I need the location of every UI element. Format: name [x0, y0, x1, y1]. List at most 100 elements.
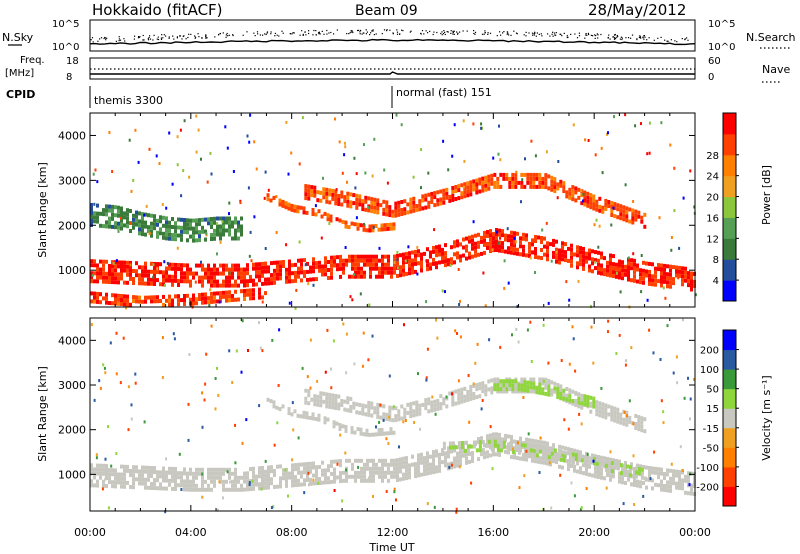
velocity-cell [424, 402, 428, 407]
power-cell [403, 207, 407, 212]
power-echo [447, 168, 450, 172]
velocity-cell [222, 471, 225, 476]
power-cell [330, 271, 333, 276]
velocity-cell [460, 399, 464, 404]
power-cell [165, 266, 168, 271]
nsearch-point [560, 33, 562, 35]
power-cell [252, 288, 255, 293]
power-cell [483, 238, 486, 243]
power-cell [619, 204, 623, 209]
power-cell [117, 260, 120, 265]
velocity-cell [111, 484, 114, 489]
velocity-cell [505, 387, 509, 392]
power-cell [386, 226, 390, 231]
velocity-cell [490, 443, 494, 448]
velocity-cell [132, 469, 135, 474]
velocity-cell [529, 381, 533, 386]
velocity-cell [577, 453, 581, 458]
velocity-cell [384, 470, 387, 475]
velocity-cell [117, 472, 120, 477]
velocity-cell [609, 461, 612, 466]
nsearch-point [351, 30, 354, 32]
power-echo [457, 268, 460, 271]
velocity-ylabel: Slant Range [km] [36, 366, 49, 462]
power-cell [537, 235, 540, 240]
velocity-cell [505, 445, 509, 450]
nsearch-point [676, 41, 678, 43]
power-cell [207, 221, 210, 226]
velocity-cell [438, 468, 441, 473]
velocity-cell [613, 414, 617, 419]
velocity-cell [240, 487, 243, 492]
power-cell [171, 282, 174, 287]
velocity-cell [426, 463, 429, 468]
power-cell [528, 241, 531, 246]
power-cell [234, 297, 237, 302]
power-cell [192, 301, 195, 306]
freq-left-tick-bottom: 8 [66, 72, 72, 83]
velocity-cell [619, 471, 623, 476]
colorbar-segment [723, 369, 736, 390]
station-title: Hokkaido (fitACF) [92, 1, 223, 19]
power-echo [200, 260, 202, 264]
power-cell [634, 217, 638, 222]
power-cell [636, 263, 639, 268]
power-cell [198, 218, 201, 223]
velocity-cell [267, 469, 270, 474]
power-echo [472, 220, 475, 224]
velocity-cell [108, 472, 111, 477]
velocity-cell [183, 479, 186, 484]
power-cell [387, 266, 390, 271]
power-cell [435, 245, 438, 250]
velocity-cell [616, 415, 620, 420]
velocity-echo [550, 506, 553, 510]
velocity-cell [352, 405, 356, 410]
velocity-echo [457, 379, 460, 383]
power-cell [414, 257, 417, 262]
velocity-echo [292, 428, 295, 432]
power-cell [386, 222, 390, 227]
power-cell [432, 249, 435, 254]
power-echo [513, 242, 516, 246]
velocity-cell [282, 476, 285, 481]
velocity-cell [375, 470, 378, 475]
nsearch-point [348, 33, 350, 35]
y-tick-label: 2000 [58, 424, 86, 437]
power-cell [507, 246, 510, 251]
velocity-cell [495, 452, 498, 457]
power-cell [350, 221, 354, 226]
power-cell [510, 238, 513, 243]
nsearch-point [262, 34, 264, 36]
power-cell [381, 270, 384, 275]
nsearch-point [359, 33, 361, 35]
power-echo [253, 140, 256, 144]
power-cell [108, 272, 111, 276]
power-cell [310, 185, 314, 190]
power-cell [252, 266, 255, 271]
velocity-cell [508, 387, 512, 392]
nsearch-point [265, 33, 267, 36]
power-cell [129, 264, 132, 269]
velocity-cell [141, 481, 144, 486]
velocity-echo [547, 361, 550, 365]
power-echo [221, 220, 224, 224]
power-cell [204, 229, 207, 234]
velocity-cell [360, 466, 363, 471]
power-cell [616, 207, 620, 212]
power-cell [234, 220, 237, 225]
power-cell [408, 263, 411, 268]
velocity-cell [303, 470, 306, 475]
nsearch-point [281, 30, 283, 32]
colorbar-tick-label: 50 [706, 385, 719, 396]
power-cell [597, 262, 600, 267]
velocity-cell [415, 400, 419, 405]
power-echo [94, 168, 97, 172]
power-cell [189, 222, 192, 227]
velocity-cell [377, 428, 381, 433]
velocity-cell [376, 402, 380, 407]
power-cell [346, 195, 350, 200]
velocity-cell [105, 472, 108, 476]
power-cell [105, 259, 108, 264]
velocity-cell [396, 474, 399, 479]
power-cell [333, 263, 336, 268]
